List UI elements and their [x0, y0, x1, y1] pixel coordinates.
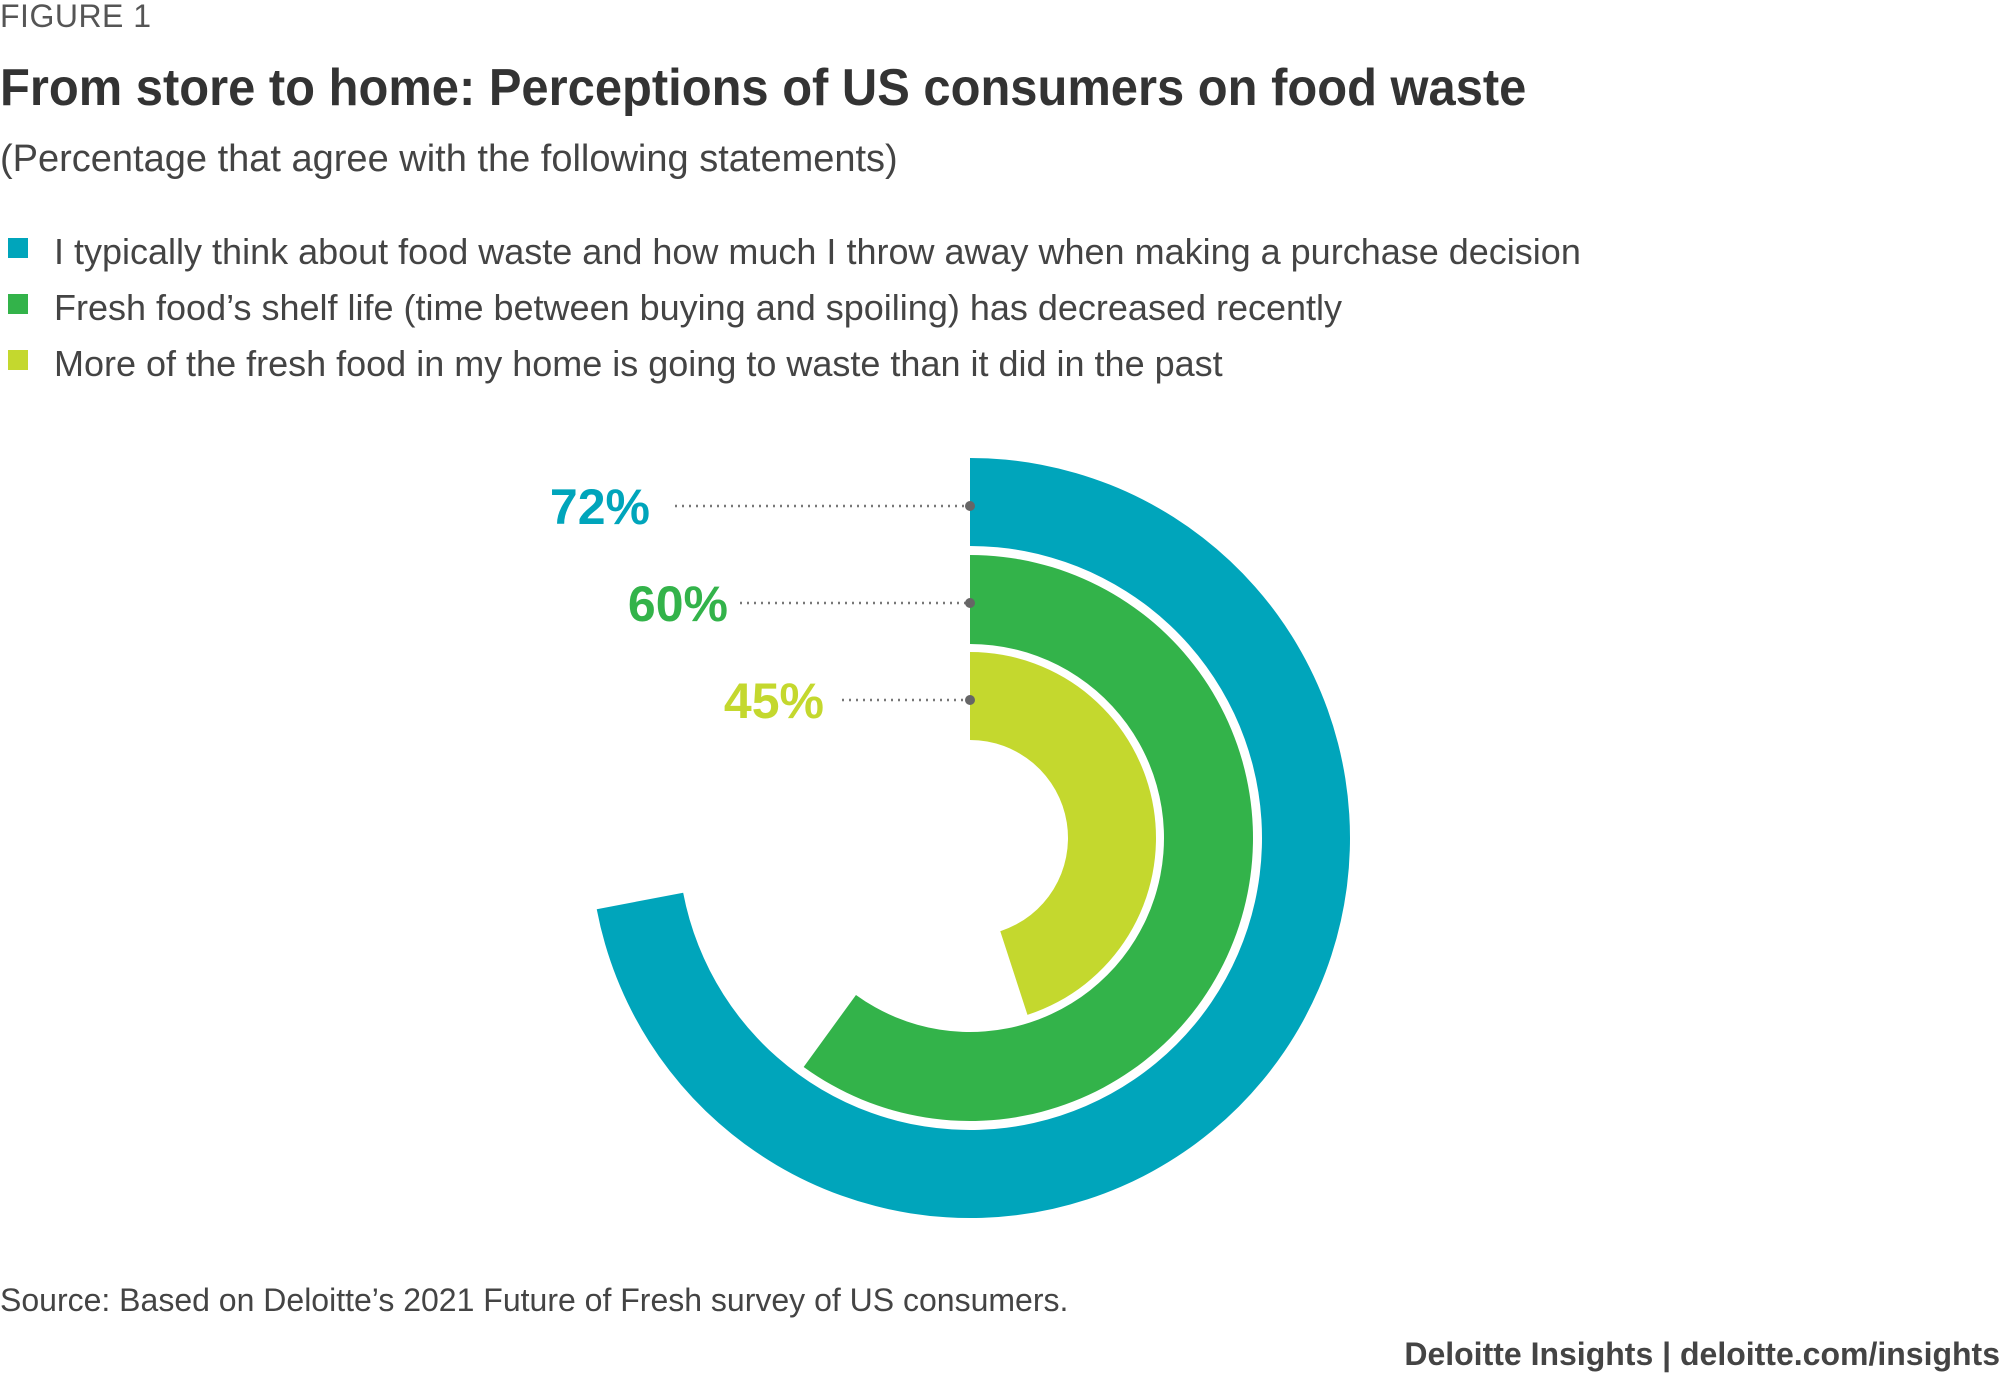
value-label-2: 60% [628, 576, 728, 632]
legend-label: I typically think about food waste and h… [54, 231, 1581, 272]
legend-swatch-teal [8, 238, 28, 258]
chart-title: From store to home: Perceptions of US co… [0, 59, 1527, 117]
radial-bar-2 [803, 555, 1254, 1121]
legend-swatch-green [8, 294, 28, 314]
legend-label: More of the fresh food in my home is goi… [54, 343, 1223, 384]
chart-subtitle: (Percentage that agree with the followin… [0, 138, 898, 180]
brand-footer: Deloitte Insights | deloitte.com/insight… [1404, 1336, 2000, 1372]
radial-bar-3 [970, 652, 1156, 1015]
value-label-1: 72% [550, 479, 650, 535]
legend-label: Fresh food’s shelf life (time between bu… [54, 287, 1343, 328]
leader-dot-1 [965, 501, 975, 511]
figure-label: FIGURE 1 [0, 0, 152, 34]
legend-swatch-lime [8, 350, 28, 370]
leader-dot-2 [965, 598, 975, 608]
value-label-3: 45% [724, 673, 824, 729]
source-note: Source: Based on Deloitte’s 2021 Future … [0, 1282, 1069, 1318]
leader-dot-3 [965, 695, 975, 705]
